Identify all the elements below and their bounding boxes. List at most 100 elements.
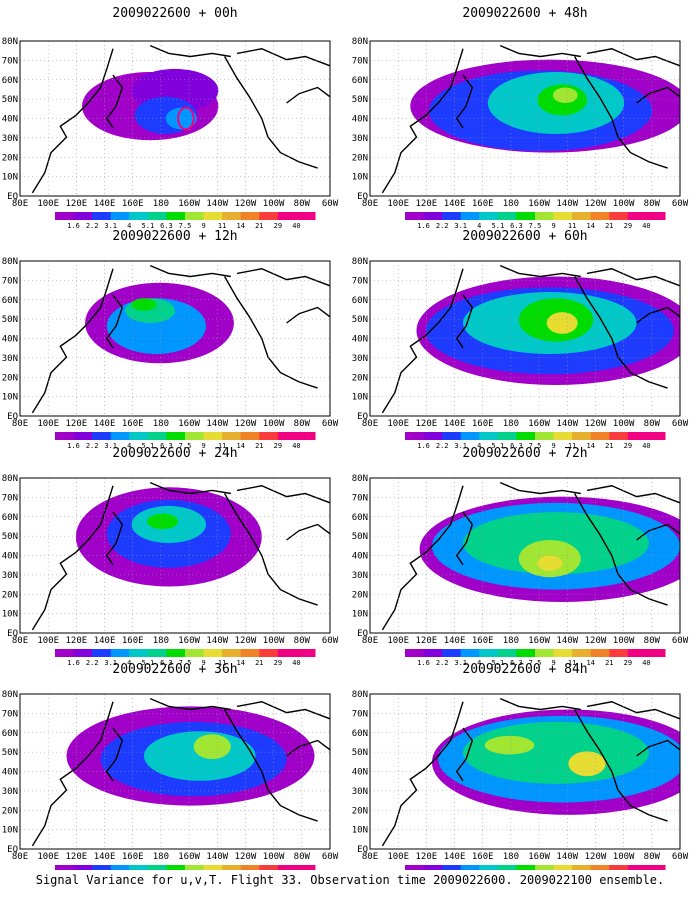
colorbar-label: 4 [477,222,481,230]
colorbar-swatch [55,212,75,220]
colorbar: 1.6 2.2 3.1 4 5.1 6.3 7.5 9 11 14 21 29 40 [405,432,666,450]
coastline [455,74,474,129]
colorbar-swatch [147,649,167,657]
longitude-label: 60W [672,852,689,862]
coastline [105,294,124,349]
coastline [381,701,464,847]
colorbar-swatch [277,432,297,440]
longitude-label: 60W [672,419,689,429]
colorbar-swatch [646,212,666,220]
longitude-label: 120W [235,199,257,209]
colorbar-label: 5.1 [492,659,505,667]
variance-contour-fill [537,555,563,571]
coastline [31,701,114,847]
variance-contour-fill [484,735,535,755]
colorbar-swatch [535,212,555,220]
longitude-label: 140E [444,419,466,429]
colorbar-swatch [497,432,517,440]
longitude-label: 140W [206,636,228,646]
latitude-label: 30N [2,787,18,797]
colorbar-swatch [627,432,647,440]
longitude-label: 160W [528,852,550,862]
longitude-label: 180 [503,419,519,429]
longitude-label: 120E [66,419,88,429]
coastline [105,727,124,782]
longitude-label: 120E [416,852,438,862]
coastline [236,48,330,67]
latitude-label: 30N [2,571,18,581]
colorbar-label: 11 [568,222,576,230]
colorbar-label: 5.1 [492,222,505,230]
colorbar-swatch [110,212,130,220]
longitude-label: 80E [12,636,28,646]
latitude-label: 60N [2,513,18,523]
colorbar-label: 29 [624,659,632,667]
colorbar-swatch [240,865,260,870]
colorbar-label: 14 [236,659,244,667]
longitude-label: 60W [672,199,689,209]
variance-contour-fill [147,513,179,530]
panel-title: 2009022600 + 00h [112,6,237,21]
colorbar-label: 5.1 [142,222,155,230]
coastline [31,268,114,414]
colorbar-swatch [535,649,555,657]
longitude-label: 80W [294,852,311,862]
coastline [149,698,231,711]
longitude-label: 140W [206,199,228,209]
map-panel: 2009022600 + 84h 80N 70N 60N 50N 40N 30N 20N 10N… [352,662,689,870]
latitude-label: 40N [352,768,368,778]
coastline [573,709,668,822]
colorbar-swatch [166,865,186,870]
latitude-label: 30N [352,134,368,144]
colorbar-label: 40 [642,222,650,230]
longitude-label: 80E [362,636,378,646]
colorbar-swatch [423,212,443,220]
colorbar-swatch [646,649,666,657]
colorbar-label: 40 [642,442,650,450]
longitude-label: 160W [528,419,550,429]
coastline [236,485,330,504]
colorbar-swatch [147,432,167,440]
latitude-label: 10N [352,393,368,403]
longitude-label: 100W [263,852,285,862]
latitude-label: 70N [352,493,368,503]
longitude-label: 140W [556,199,578,209]
coastline [286,523,330,541]
longitude-label: 80E [12,419,28,429]
longitude-label: 80W [294,419,311,429]
colorbar-swatch [516,432,536,440]
colorbar-swatch [405,865,425,870]
longitude-label: 120E [66,199,88,209]
coastline [573,276,668,389]
colorbar-swatch [259,432,279,440]
colorbar-swatch [147,865,167,870]
longitude-label: 180 [153,419,169,429]
longitude-label: 100E [387,636,409,646]
longitude-label: 160E [122,419,144,429]
coastline [286,86,330,104]
colorbar-swatch [590,865,610,870]
longitude-label: 100W [613,419,635,429]
panel-title: 2009022600 + 36h [112,662,237,677]
colorbar-swatch [110,432,130,440]
longitude-label: 120W [585,419,607,429]
figure-caption: Signal Variance for u,v,T. Flight 33. Ob… [35,873,665,887]
colorbar-swatch [55,865,75,870]
colorbar-label: 6.3 [510,222,523,230]
colorbar-swatch [222,212,242,220]
longitude-label: 140E [94,852,116,862]
longitude-label: 120E [66,636,88,646]
latitude-label: 10N [2,610,18,620]
latitude-label: 70N [2,709,18,719]
colorbar-label: 6.3 [510,659,523,667]
coastline [236,268,330,287]
map-panel: 2009022600 + 36h 80N 70N 60N 50N 40N 30N 20N 10N… [2,662,339,870]
longitude-label: 140W [206,419,228,429]
longitude-label: 140E [94,636,116,646]
colorbar-label: 4 [127,222,131,230]
colorbar-label: 21 [605,659,613,667]
colorbar-label: 21 [255,659,263,667]
latitude-label: 80N [352,257,368,267]
colorbar-label: 7.5 [529,442,542,450]
